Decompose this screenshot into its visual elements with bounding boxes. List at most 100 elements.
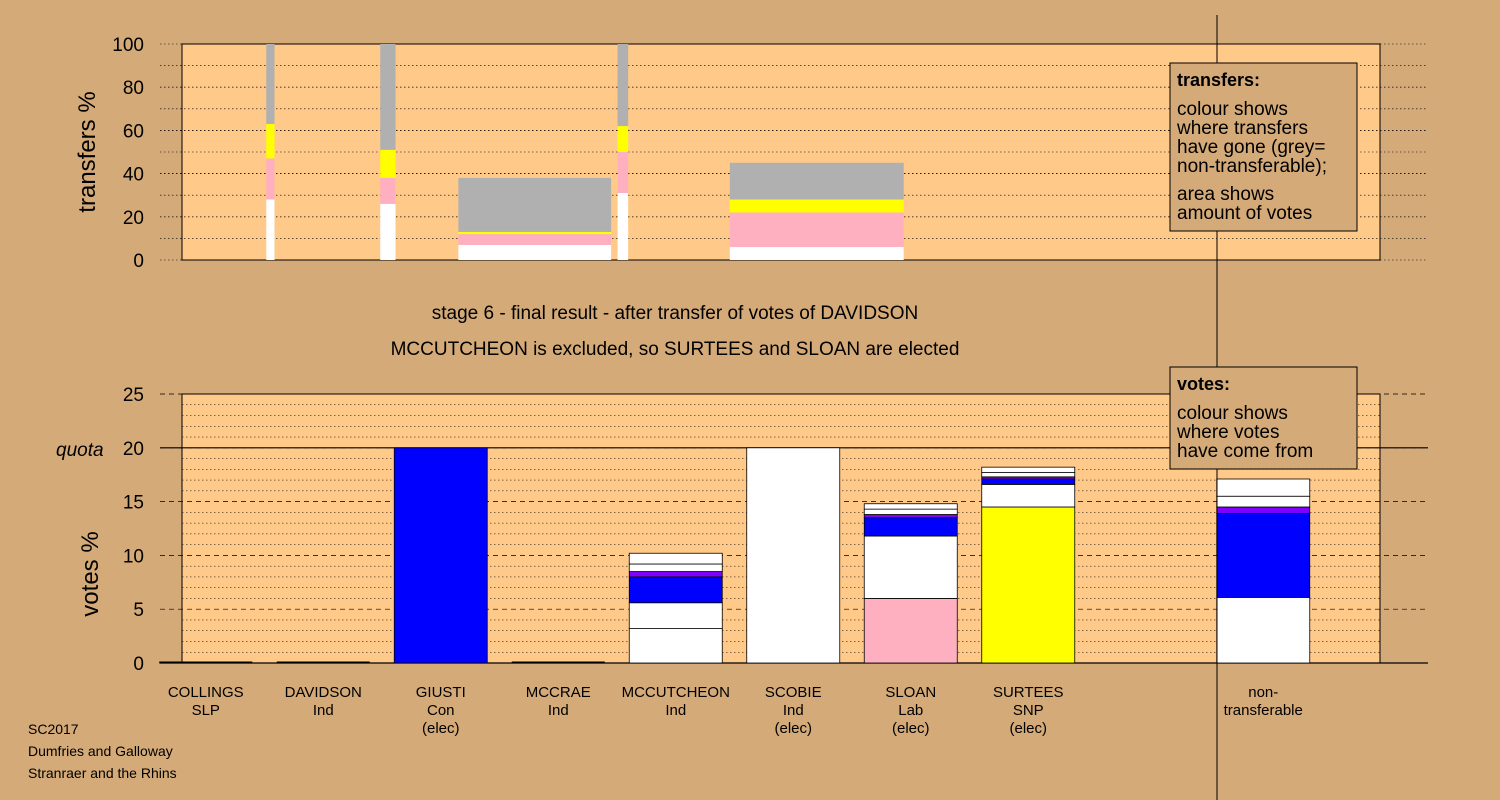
transfers-legend-line: non-transferable); — [1177, 156, 1327, 177]
candidate-label: SLP — [192, 702, 220, 719]
transfer-segment — [266, 44, 275, 124]
candidate-label: (elec) — [892, 720, 930, 737]
candidate-label: SURTEES — [993, 684, 1064, 701]
candidate-label: non- — [1248, 684, 1278, 701]
vote-segment — [863, 535, 958, 599]
footer-line: SC2017 — [28, 721, 79, 737]
candidate-label: (elec) — [774, 720, 812, 737]
vote-segment — [863, 514, 958, 519]
caption-line-2: MCCUTCHEON is excluded, so SURTEES and S… — [391, 339, 960, 360]
candidate-label: transferable — [1224, 702, 1303, 719]
transfers-y-ticks: 0 20 40 60 80 100 — [112, 35, 144, 272]
transfer-segment — [380, 203, 396, 260]
candidate-label: Con — [427, 702, 455, 719]
vote-segment — [863, 508, 958, 515]
vote-segment — [863, 598, 958, 664]
transfer-segment — [729, 212, 904, 248]
transfer-segment — [380, 44, 396, 150]
transfer-segment — [729, 162, 904, 200]
transfer-segment — [617, 193, 629, 260]
vote-segment — [628, 571, 723, 578]
transfer-segment — [458, 177, 612, 232]
transfer-segment — [380, 177, 396, 204]
votes-legend-box — [1169, 366, 1358, 470]
votes-y-ticks: 0 5 10 15 20 25 — [123, 385, 144, 675]
votes-legend-line: have come from — [1177, 441, 1313, 462]
transfer-segment — [266, 158, 275, 200]
vote-segment — [393, 447, 488, 664]
vote-segment — [981, 483, 1076, 508]
caption-line-1: stage 6 - final result - after transfer … — [432, 303, 918, 324]
candidate-label: Ind — [548, 702, 569, 719]
transfer-segment — [266, 123, 275, 159]
y-tick-label: 5 — [133, 600, 144, 621]
transfer-segment — [458, 234, 612, 245]
vote-segment — [628, 628, 723, 664]
votes-legend-line: colour shows — [1177, 403, 1288, 424]
vote-segment — [628, 602, 723, 629]
y-tick-label: 0 — [133, 251, 144, 272]
candidate-label: Ind — [783, 702, 804, 719]
quota-label: quota — [56, 440, 104, 461]
candidate-label: MCCRAE — [526, 684, 591, 701]
transfers-legend-line: amount of votes — [1177, 203, 1312, 224]
candidate-label: COLLINGS — [168, 684, 244, 701]
vote-segment — [1216, 596, 1311, 664]
transfers-bars — [266, 44, 904, 260]
candidate-label: Ind — [313, 702, 334, 719]
footer-line: Dumfries and Galloway — [28, 743, 173, 759]
candidate-label: MCCUTCHEON — [622, 684, 730, 701]
vote-segment — [981, 506, 1076, 664]
y-tick-label: 20 — [123, 439, 144, 460]
vote-segment — [981, 478, 1076, 485]
vote-segment — [1216, 495, 1311, 508]
y-tick-label: 20 — [123, 208, 144, 229]
transfer-segment — [729, 199, 904, 213]
candidate-label: GIUSTI — [416, 684, 466, 701]
y-tick-label: 60 — [123, 121, 144, 142]
vote-segment — [863, 517, 958, 537]
candidate-label: SLOAN — [885, 684, 936, 701]
transfers-legend-line: area shows — [1177, 184, 1274, 205]
candidate-label: (elec) — [422, 720, 460, 737]
vote-segment — [981, 472, 1076, 478]
transfers-y-axis-label: transfers % — [74, 91, 101, 212]
votes-y-axis-label: votes % — [77, 531, 104, 616]
transfer-segment — [617, 44, 629, 127]
vote-segment — [1216, 513, 1311, 598]
transfer-segment — [617, 152, 629, 194]
candidate-label: DAVIDSON — [285, 684, 362, 701]
vote-segment — [981, 466, 1076, 473]
candidate-label: SNP — [1013, 702, 1044, 719]
y-tick-label: 100 — [112, 35, 144, 56]
vote-segment — [746, 447, 841, 664]
transfer-segment — [380, 149, 396, 178]
y-tick-label: 10 — [123, 546, 144, 567]
y-tick-label: 0 — [133, 654, 144, 675]
transfers-legend-line: where transfers — [1176, 118, 1308, 139]
vote-segment — [628, 576, 723, 604]
candidate-label: SCOBIE — [765, 684, 822, 701]
transfers-legend-title: transfers: — [1177, 70, 1260, 90]
votes-candidate-labels: COLLINGSSLPDAVIDSONIndGIUSTICon(elec)MCC… — [168, 684, 1303, 737]
candidate-label: Ind — [665, 702, 686, 719]
transfer-segment — [458, 244, 612, 260]
candidate-label: (elec) — [1009, 720, 1047, 737]
vote-segment — [1216, 506, 1311, 514]
vote-segment — [628, 563, 723, 572]
votes-legend-title: votes: — [1177, 374, 1230, 394]
votes-legend-line: where votes — [1176, 422, 1279, 443]
y-tick-label: 80 — [123, 78, 144, 99]
transfer-segment — [729, 247, 904, 260]
transfer-segment — [266, 199, 275, 260]
candidate-label: Lab — [898, 702, 923, 719]
transfer-segment — [458, 231, 612, 235]
transfers-legend-line: have gone (grey= — [1177, 137, 1325, 158]
transfer-segment — [617, 126, 629, 152]
transfers-legend: transfers: colour shows where transfers … — [1169, 62, 1358, 232]
y-tick-label: 15 — [123, 493, 144, 514]
votes-legend: votes: colour shows where votes have com… — [1169, 366, 1358, 470]
vote-segment — [1216, 478, 1311, 497]
y-tick-label: 40 — [123, 165, 144, 186]
